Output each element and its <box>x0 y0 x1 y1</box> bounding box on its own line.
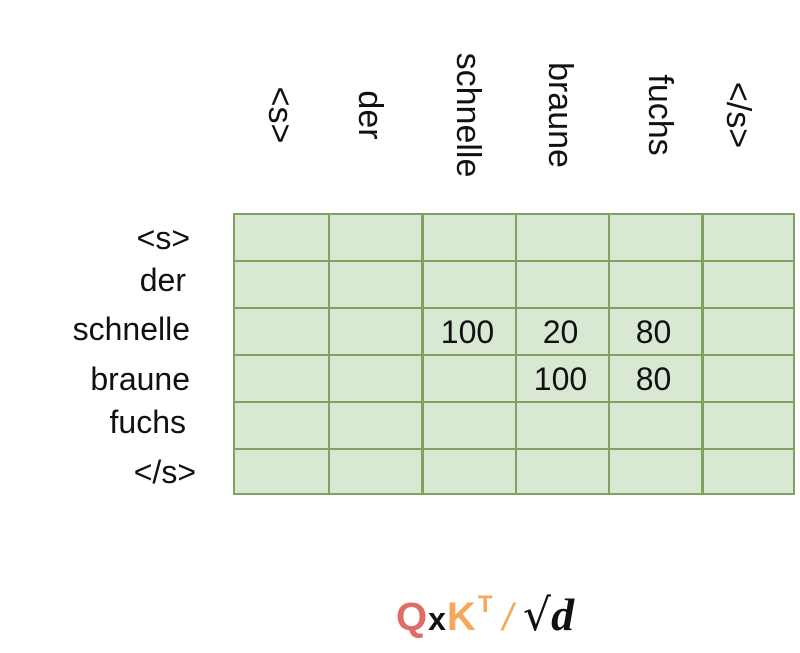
column-header-braune: braune <box>541 62 579 168</box>
row-label-fuchs: fuchs <box>109 404 186 440</box>
row-label-braune: braune <box>90 361 190 397</box>
cell-schnelle-fuchs: 80 <box>635 314 672 350</box>
formula-divide: / <box>502 597 514 639</box>
cell-schnelle-braune: 20 <box>542 314 579 350</box>
column-header-end: </s> <box>719 81 757 149</box>
row-label-schnelle: schnelle <box>72 311 190 347</box>
attention-grid: 100 20 80 100 80 <box>233 213 795 495</box>
formula-sqrt-icon: √ <box>523 590 552 641</box>
cell-schnelle-schnelle: 100 <box>440 314 495 350</box>
formula-transpose: T <box>477 591 493 618</box>
formula-times: x <box>428 601 446 637</box>
column-header-der: der <box>351 90 389 140</box>
row-label-start: <s> <box>136 220 190 256</box>
grid-line <box>235 259 793 262</box>
row-label-der: der <box>139 262 186 298</box>
column-header-fuchs: fuchs <box>641 74 679 156</box>
cell-braune-fuchs: 80 <box>635 361 672 397</box>
column-header-schnelle: schnelle <box>449 52 487 178</box>
grid-line <box>235 400 793 403</box>
formula-d: d <box>551 589 575 640</box>
grid-line <box>235 306 793 309</box>
row-label-end: </s> <box>133 454 196 490</box>
grid-line <box>235 353 793 356</box>
formula-q: Q <box>396 595 428 639</box>
grid-line <box>235 447 793 450</box>
formula-k: K <box>446 595 476 639</box>
cell-braune-braune: 100 <box>533 361 588 397</box>
attention-formula: Q x K T / √ d <box>396 588 574 648</box>
column-header-start: <s> <box>261 86 299 144</box>
